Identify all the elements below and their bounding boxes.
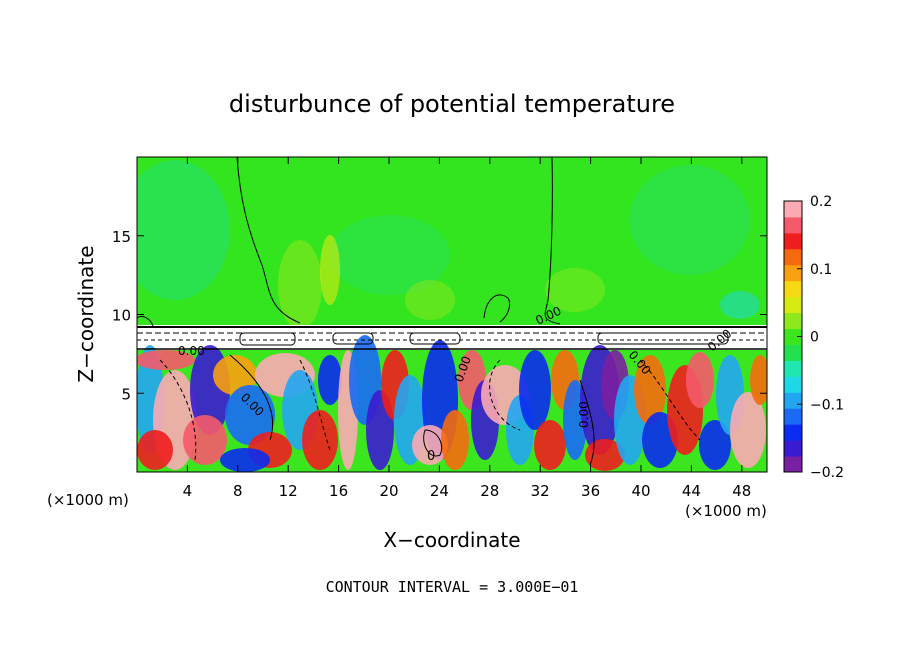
- contour-line: [423, 429, 443, 457]
- contour-line: [299, 359, 331, 451]
- colorbar-swatch: [784, 456, 802, 473]
- x-tick-label: 16: [329, 482, 348, 500]
- x-tick-label: 24: [430, 482, 449, 500]
- contour-line: [489, 359, 521, 431]
- contour-line: [137, 315, 154, 327]
- upper-field-warm-patch: [320, 235, 340, 305]
- y-axis-label: Z−coordinate: [74, 245, 98, 382]
- colorbar-swatch: [784, 360, 802, 377]
- x-axis: 4 8 12 16 20 24 28 32 36 40 44 48: [183, 157, 751, 500]
- eddy-patch: [699, 420, 731, 470]
- y-tick-label: 15: [112, 228, 131, 246]
- x-tick-label: 12: [279, 482, 298, 500]
- contour-line: [236, 157, 301, 324]
- eddy-patch: [137, 350, 195, 370]
- chart-title: disturbunce of potential temperature: [229, 90, 675, 118]
- eddy-patch: [213, 355, 257, 395]
- colorbar-swatch: [784, 280, 802, 298]
- colorbar-tick-label: 0: [810, 330, 819, 346]
- eddy-patch: [585, 439, 625, 471]
- y-tick-label: 5: [121, 385, 131, 403]
- colorbar-swatch: [784, 264, 802, 282]
- eddy-patch: [137, 430, 173, 470]
- colorbar-tick-label: −0.2: [810, 465, 844, 481]
- x-tick-label: 20: [379, 482, 398, 500]
- eddy-patch: [225, 385, 275, 445]
- colorbar-swatch: [784, 408, 802, 425]
- contour-lines: [137, 157, 767, 466]
- contour-line: [332, 332, 374, 345]
- colorbar-swatch: [784, 232, 802, 250]
- contour-line: [409, 332, 461, 345]
- contour-line: [579, 379, 595, 466]
- eddy-patch: [183, 415, 227, 465]
- upper-field-cool-patch: [330, 215, 450, 295]
- x-tick-label: 40: [631, 482, 650, 500]
- upper-field-cool-patch: [630, 165, 750, 275]
- colorbar-swatch: [784, 392, 802, 409]
- plot-area: 0.00 0.00 0.00 0.00 0.00 0.00 0.00 0: [137, 157, 767, 472]
- x-tick-label: 44: [682, 482, 701, 500]
- colorbar-swatch: [784, 344, 802, 361]
- contour-line: [239, 332, 296, 346]
- eddy-patch: [318, 355, 342, 405]
- eddy-patch: [730, 392, 766, 468]
- upper-field-warm-patch: [405, 280, 455, 320]
- colorbar-tick-label: −0.1: [810, 397, 844, 413]
- colorbar-swatch: [784, 312, 802, 330]
- colorbar-tick-label: 0.2: [810, 194, 832, 210]
- x-tick-label: 32: [531, 482, 550, 500]
- x-tick-label: 36: [581, 482, 600, 500]
- colorbar-swatch: [784, 201, 802, 218]
- colorbar-swatch: [784, 216, 802, 234]
- contour-line: [483, 294, 511, 323]
- colorbar-swatch: [784, 440, 802, 457]
- eddy-patch: [534, 420, 566, 470]
- y-tick-label: 10: [112, 307, 131, 325]
- colorbar: 0.2 0.1 0 −0.1 −0.2: [783, 194, 844, 481]
- eddy-patch: [220, 448, 270, 472]
- lower-field-eddies: [137, 335, 767, 472]
- upper-field-warm-patch: [278, 240, 322, 330]
- contour-labels: 0.00 0.00 0.00 0.00 0.00 0.00 0.00 0: [178, 304, 734, 464]
- contour-line: [544, 157, 561, 325]
- colorbar-swatch: [784, 424, 802, 441]
- colorbar-tick-label: 0.1: [810, 262, 832, 278]
- eddy-patch: [302, 410, 338, 470]
- colorbar-swatch: [784, 376, 802, 393]
- inversion-band: [137, 325, 767, 350]
- x-tick-label: 8: [233, 482, 243, 500]
- colorbar-swatch: [784, 248, 802, 266]
- upper-field-cool-patch: [720, 291, 760, 319]
- contour-line: [159, 359, 197, 461]
- contour-label: 0.00: [577, 401, 591, 428]
- x-unit-right: (×1000 m): [685, 502, 767, 520]
- eddy-patch: [441, 410, 469, 470]
- upper-field-cool-patch: [137, 160, 230, 300]
- eddy-patch: [519, 350, 551, 430]
- x-axis-label: X−coordinate: [383, 528, 520, 552]
- colorbar-swatch: [784, 296, 802, 314]
- x-unit-left: (×1000 m): [47, 491, 129, 509]
- x-tick-label: 28: [480, 482, 499, 500]
- contour-interval-note: CONTOUR INTERVAL = 3.000E−01: [326, 578, 579, 596]
- contour-label: 0: [427, 449, 435, 464]
- x-tick-label: 48: [732, 482, 751, 500]
- x-tick-label: 4: [183, 482, 193, 500]
- upper-field-warm-patch: [545, 268, 605, 312]
- eddy-patch: [750, 355, 767, 405]
- contour-line: [639, 359, 701, 441]
- contour-line: [229, 354, 274, 441]
- contour-line: [597, 332, 729, 345]
- contour-label: 0.00: [178, 344, 205, 358]
- eddy-patch: [686, 352, 714, 408]
- colorbar-swatch: [784, 328, 802, 345]
- y-axis: 5 10 15: [112, 228, 767, 403]
- eddy-patch: [634, 355, 666, 425]
